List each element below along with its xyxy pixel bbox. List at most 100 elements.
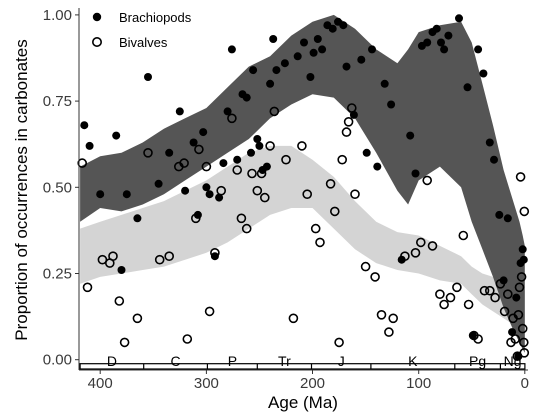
point-brachiopods	[215, 193, 224, 202]
point-bivalves	[114, 296, 125, 306]
point-brachiopods	[242, 93, 251, 102]
point-bivalves	[334, 337, 344, 348]
point-brachiopods	[199, 128, 208, 137]
point-bivalves	[341, 127, 352, 137]
point-brachiopods	[423, 38, 432, 47]
point-bivalves	[288, 313, 299, 324]
point-bivalves	[410, 248, 421, 258]
point-brachiopods	[175, 107, 184, 116]
period-label-d: D	[107, 353, 117, 369]
legend-label-bivalves: Bivalves	[119, 35, 168, 50]
point-brachiopods	[362, 148, 371, 157]
point-bivalves	[427, 241, 438, 251]
point-bivalves	[499, 306, 510, 317]
point-bivalves	[256, 168, 267, 179]
point-bivalves	[119, 337, 130, 348]
point-bivalves	[519, 347, 530, 358]
point-brachiopods	[133, 214, 142, 223]
point-brachiopods	[181, 186, 190, 195]
point-bivalves	[479, 285, 490, 296]
legend-marker-bivalves	[92, 36, 103, 47]
point-brachiopods	[293, 52, 302, 61]
legend-marker-brachiopods	[92, 12, 102, 22]
point-brachiopods	[339, 21, 348, 30]
point-brachiopods	[262, 162, 271, 171]
point-brachiopods	[411, 169, 420, 178]
period-label-j: J	[338, 353, 345, 369]
band-brachiopods	[80, 14, 525, 353]
point-brachiopods	[387, 100, 396, 109]
point-bivalves	[518, 337, 529, 348]
point-brachiopods	[165, 148, 174, 157]
point-bivalves	[310, 223, 321, 234]
point-brachiopods	[406, 131, 415, 140]
point-brachiopods	[309, 48, 318, 57]
point-bivalves	[194, 144, 204, 155]
point-brachiopods	[117, 266, 126, 274]
point-bivalves	[329, 206, 340, 217]
point-bivalves	[179, 158, 189, 168]
x-tick-label: 100	[406, 375, 431, 392]
point-bivalves	[204, 306, 215, 317]
point-brachiopods	[233, 155, 242, 164]
point-bivalves	[82, 282, 93, 293]
point-brachiopods	[223, 107, 232, 116]
point-bivalves	[252, 185, 263, 196]
point-brachiopods	[219, 159, 228, 168]
point-brachiopods	[342, 62, 351, 71]
period-label-k: K	[408, 353, 418, 369]
point-bivalves	[164, 251, 174, 262]
point-brachiopods	[306, 73, 315, 81]
point-bivalves	[458, 230, 469, 241]
point-bivalves	[452, 282, 462, 293]
point-brachiopods	[122, 190, 131, 199]
period-bar-frame	[79, 363, 526, 370]
point-bivalves	[346, 103, 357, 113]
point-bivalves	[519, 206, 530, 217]
point-bivalves	[514, 282, 525, 293]
point-brachiopods	[85, 141, 94, 150]
point-bivalves	[227, 113, 237, 124]
point-brachiopods	[266, 79, 275, 88]
point-brachiopods	[205, 190, 214, 199]
point-bivalves	[182, 334, 193, 344]
point-bivalves	[232, 165, 242, 175]
point-bivalves	[422, 175, 433, 186]
point-bivalves	[445, 292, 456, 303]
point-brachiopods	[249, 66, 258, 75]
point-bivalves	[516, 272, 527, 282]
point-bivalves	[154, 254, 165, 265]
legend: Brachiopods Bivalves	[92, 10, 192, 50]
y-tick-label: 0.00	[43, 352, 72, 369]
point-brachiopods	[380, 79, 389, 88]
point-bivalves	[281, 154, 291, 165]
point-brachiopods	[495, 210, 504, 219]
point-brachiopods	[112, 131, 121, 140]
point-bivalves	[210, 248, 220, 258]
point-brachiopods	[349, 110, 358, 119]
point-brachiopods	[437, 38, 445, 47]
y-axis-title: Proportion of occurrences in carbonates	[12, 39, 31, 340]
period-label-c: C	[171, 353, 181, 369]
point-bivalves	[495, 278, 506, 289]
x-axis-title: Age (Ma)	[268, 393, 338, 412]
x-tick-label: 200	[300, 375, 325, 392]
point-bivalves	[384, 327, 394, 337]
period-label-ng: Ng	[504, 353, 522, 369]
point-bivalves	[515, 172, 526, 182]
point-bivalves	[376, 309, 387, 320]
point-bivalves	[370, 272, 380, 282]
point-bivalves	[400, 251, 410, 262]
point-bivalves	[513, 309, 524, 320]
point-brachiopods	[519, 255, 528, 264]
point-bivalves	[388, 313, 399, 324]
x-tick-label: 0	[521, 375, 529, 392]
point-brachiopods	[247, 148, 255, 157]
point-brachiopods	[189, 138, 198, 147]
y-axis-ticks: 0.00 0.25 0.50 0.75 1.00	[43, 7, 79, 369]
point-bivalves	[132, 313, 143, 324]
point-bivalves	[510, 334, 521, 344]
point-bivalves	[247, 168, 257, 179]
period-label-p: P	[228, 353, 237, 369]
